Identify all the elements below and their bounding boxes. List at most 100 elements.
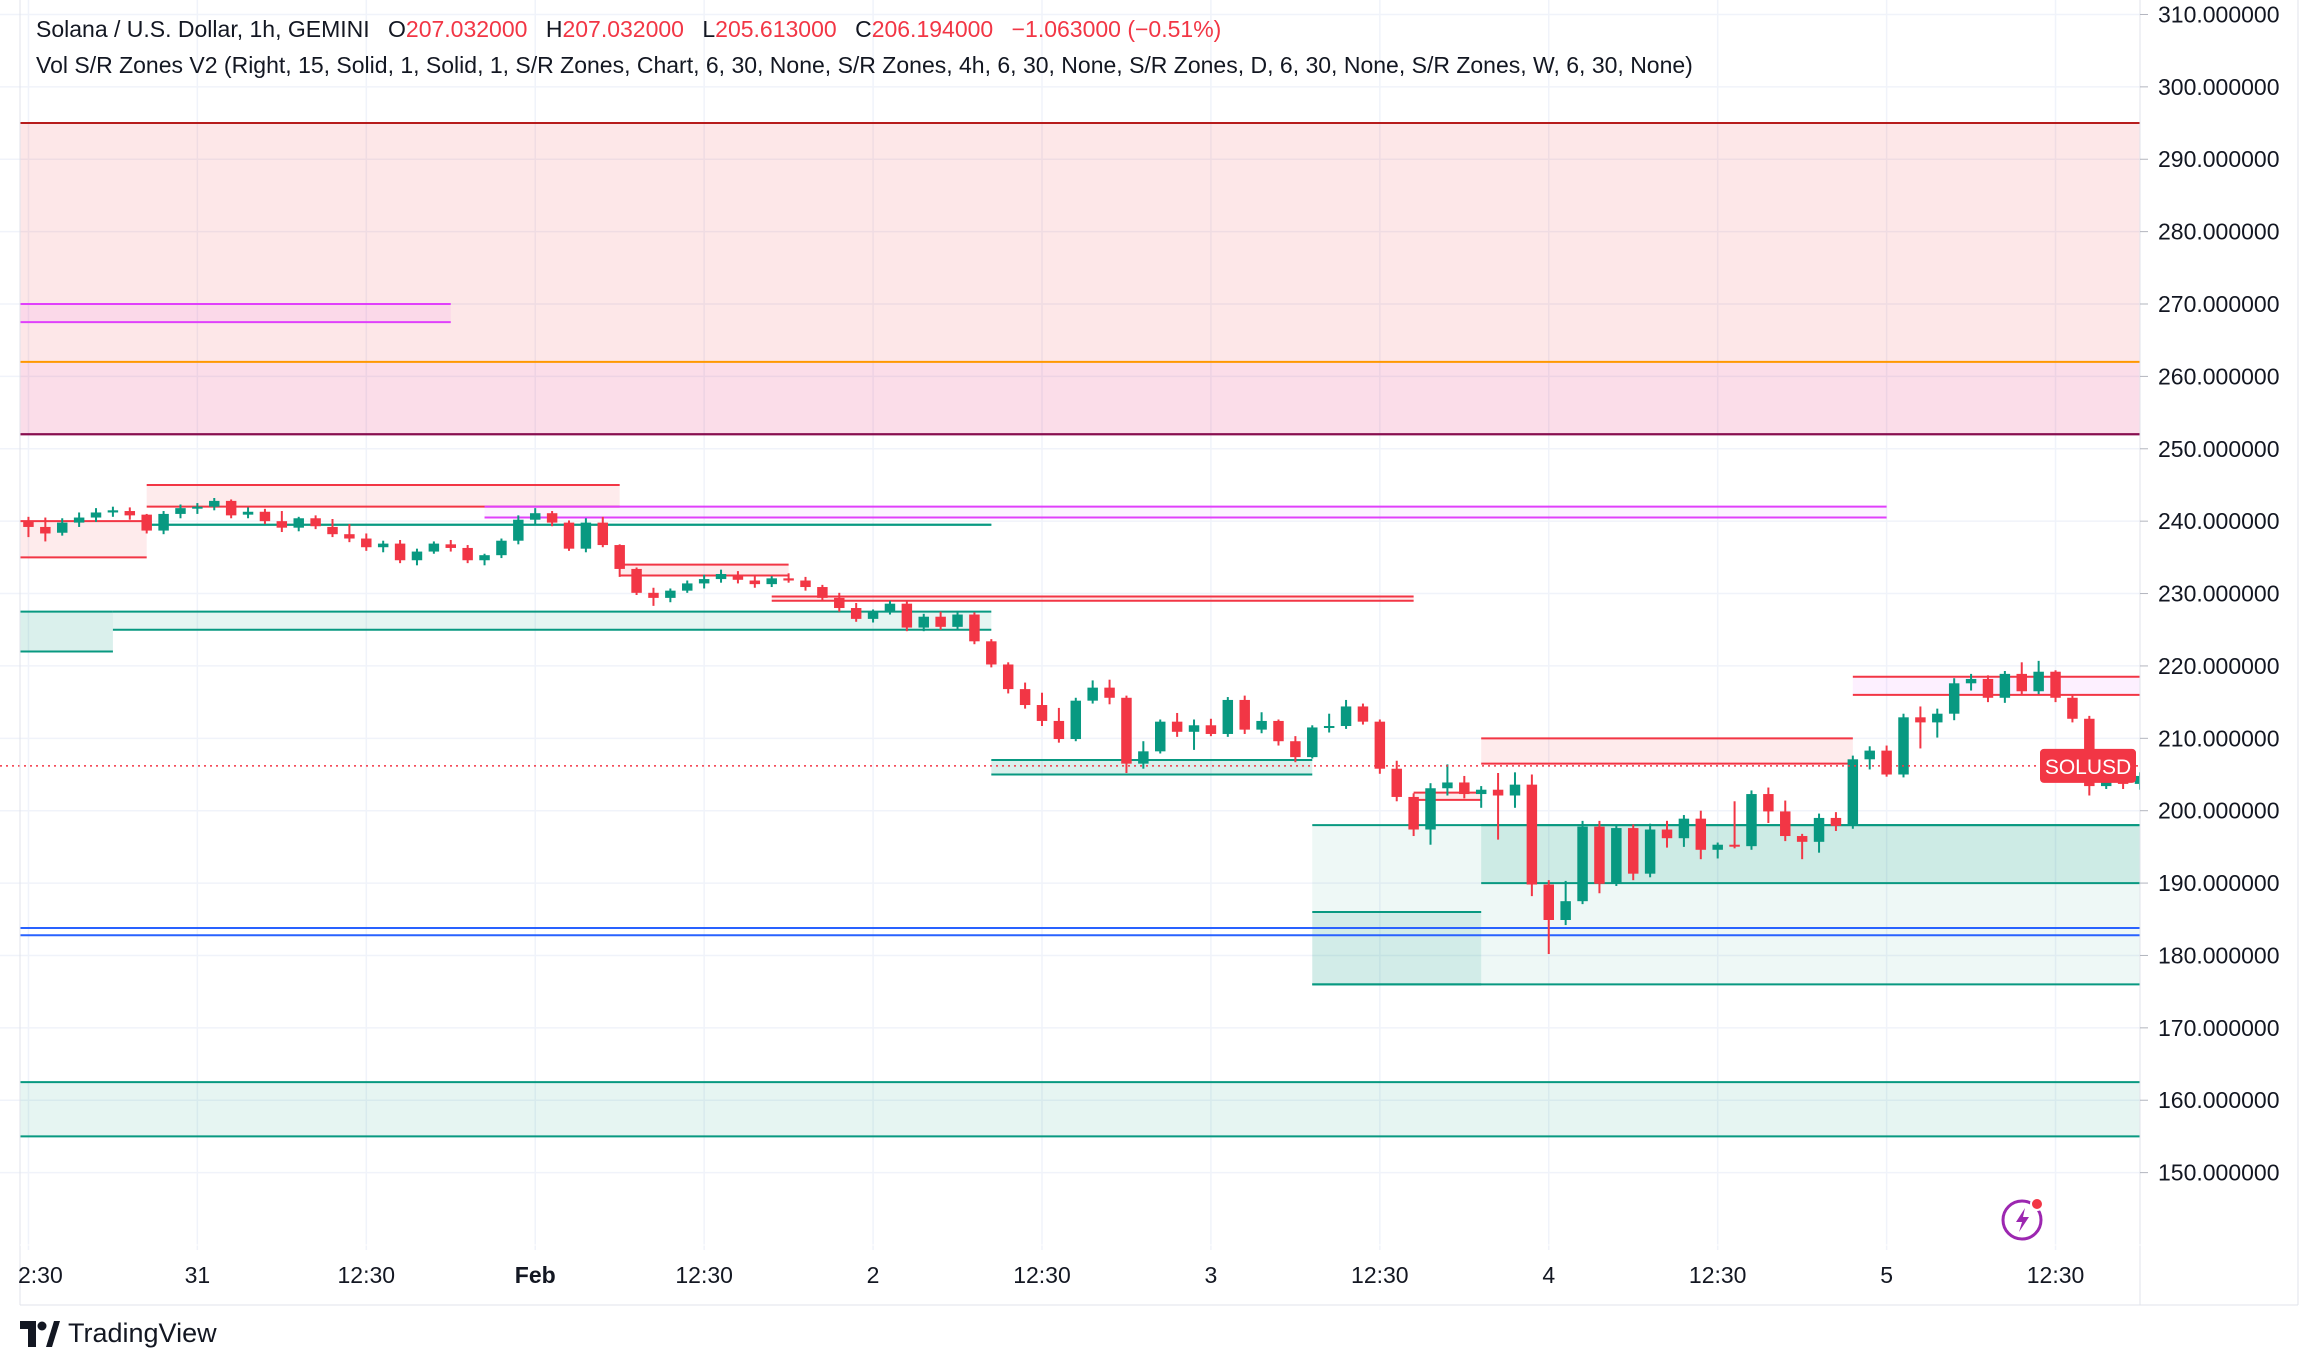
candle-body (1847, 759, 1859, 826)
candle-body (648, 592, 659, 598)
candle-body (1323, 726, 1335, 729)
candle-body (327, 526, 338, 535)
low-label: L (702, 16, 716, 42)
candle-body (1475, 789, 1487, 795)
low-value: 205.613000 (715, 16, 837, 42)
symbol-tag-label: SOLUSD (2045, 756, 2131, 779)
candle-body (1780, 811, 1791, 837)
x-tick-label: Feb (515, 1262, 556, 1288)
candle-body (715, 574, 727, 580)
candle-body (817, 587, 828, 598)
candle-body (1999, 673, 2011, 698)
candle-body (1965, 678, 1977, 684)
candle-body (242, 511, 254, 515)
y-tick-label: 310.000000 (2158, 1, 2280, 27)
y-tick-label: 230.000000 (2158, 581, 2280, 607)
x-tick-label: 12:30 (1689, 1262, 1747, 1288)
candle-body (462, 547, 473, 561)
candle-body (1307, 727, 1318, 758)
y-tick-label: 280.000000 (2158, 219, 2280, 245)
candle-body (935, 616, 946, 627)
candle-body (597, 522, 609, 546)
candle-body (850, 608, 862, 619)
brand-name: TradingView (68, 1318, 217, 1348)
candle-body (529, 513, 541, 520)
candle-body (2016, 673, 2027, 692)
indicator-legend[interactable]: Vol S/R Zones V2 (Right, 15, Solid, 1, S… (36, 52, 1693, 78)
x-tick-label: 12:30 (675, 1262, 733, 1288)
y-tick-label: 200.000000 (2158, 798, 2280, 824)
candle-body (1644, 829, 1656, 874)
sr-zone (771, 596, 1414, 601)
candle-body (1222, 699, 1234, 734)
candle-body (1374, 721, 1386, 769)
candle-body (766, 578, 777, 585)
sr-zone (20, 123, 2140, 435)
sr-zone (1312, 912, 1482, 985)
candle-body (377, 543, 389, 548)
price-axis[interactable]: 150.000000 160.000000 170.000000 180.000000… (19, 0, 2308, 1305)
candle-body (1155, 721, 1166, 752)
time-axis[interactable]: 2:30 31 12:30 Feb 12:30 2 12:30 3 12:30 4 12:30 5 12… (18, 0, 2308, 1306)
y-tick-label: 210.000000 (2158, 725, 2280, 751)
candle-body (141, 514, 152, 531)
candle-body (310, 518, 321, 527)
candle-body (1121, 697, 1132, 764)
candle-body (1695, 818, 1707, 850)
candle-body (259, 511, 271, 522)
x-tick-label: 31 (185, 1262, 211, 1288)
candle-body (2033, 671, 2044, 692)
sr-zone (112, 611, 992, 630)
candle-body (1948, 683, 1960, 714)
candle-body (411, 551, 423, 561)
candle-body (1053, 720, 1065, 740)
y-tick-label: 170.000000 (2158, 1015, 2280, 1041)
candle-body (1492, 789, 1504, 796)
x-tick-label: 5 (1880, 1262, 1893, 1288)
candle-body (749, 580, 761, 585)
candle-body (1881, 750, 1892, 775)
sr-zone (1852, 676, 2140, 695)
candle-body (698, 579, 710, 584)
sr-zone (20, 521, 147, 558)
candle-body (158, 513, 169, 531)
candle-body (1627, 828, 1639, 874)
candle-body (276, 521, 288, 528)
candle-body (1425, 788, 1436, 830)
candle-body (1442, 782, 1453, 789)
candle-body (1256, 720, 1267, 730)
candle-body (800, 580, 811, 588)
sr-zone (1413, 792, 1482, 800)
candle-body (394, 543, 406, 561)
candle-body (1171, 721, 1183, 732)
candle-body (665, 590, 676, 598)
tradingview-brand[interactable]: TradingView (20, 1318, 217, 1349)
candle-body (1408, 796, 1419, 830)
candle-body (732, 574, 744, 580)
symbol-title[interactable]: Solana / U.S. Dollar, 1h, GEMINI (36, 16, 370, 42)
candle-body (969, 614, 980, 642)
candle-body (1898, 717, 1909, 775)
candle-body (1070, 700, 1082, 740)
candle-body (1509, 784, 1521, 796)
candle-body (1104, 687, 1115, 698)
change-value: −1.063000 (−0.51%) (1011, 16, 1222, 42)
candle-body (361, 538, 372, 548)
tradingview-logo-icon (20, 1320, 60, 1347)
candle-body (1746, 794, 1757, 847)
open-value: 207.032000 (405, 16, 528, 42)
candle-body (56, 522, 68, 533)
candle-body (546, 513, 558, 523)
y-tick-label: 270.000000 (2158, 291, 2280, 317)
candle-body (783, 578, 794, 581)
candle-body (209, 500, 220, 507)
x-tick-label: 12:30 (1013, 1262, 1071, 1288)
candle-body (1712, 844, 1723, 850)
candle-body (867, 612, 879, 619)
lightning-icon[interactable] (2000, 1196, 2046, 1242)
sr-zone (20, 304, 451, 323)
candle-body (445, 544, 456, 548)
candle-body (90, 512, 102, 518)
sr-zones (20, 122, 2140, 1138)
